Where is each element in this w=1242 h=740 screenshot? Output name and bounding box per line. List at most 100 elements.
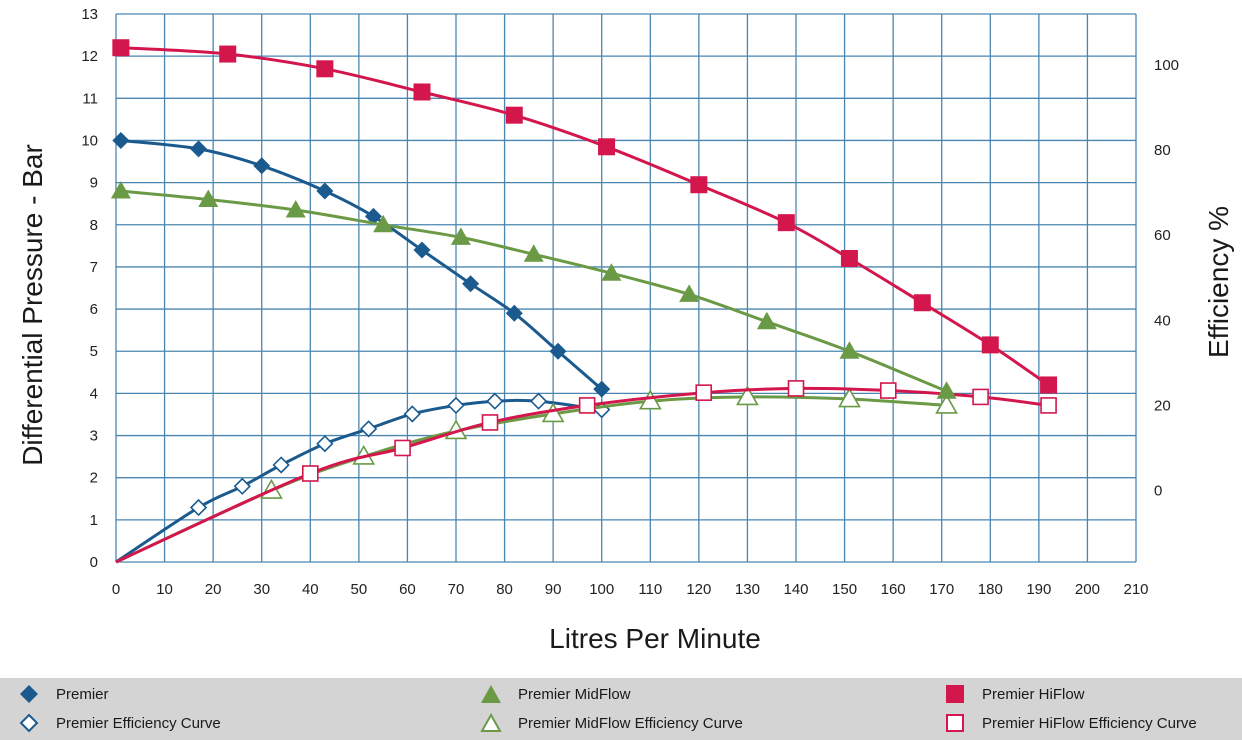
filled-diamond-icon bbox=[20, 685, 38, 703]
hollow-triangle-icon bbox=[480, 712, 502, 732]
hollow-square-marker-premier-hiflow-efficiency-curve bbox=[695, 384, 713, 401]
y-tick-label: 2 bbox=[90, 470, 98, 487]
filled-square-marker-premier-hiflow bbox=[413, 83, 431, 101]
filled-diamond-marker-premier bbox=[505, 304, 523, 322]
y-tick-label: 5 bbox=[90, 343, 98, 360]
series-line-premier-midflow bbox=[120, 189, 948, 393]
y2-tick-label: 20 bbox=[1154, 397, 1171, 414]
hollow-triangle-marker-premier-midflow-efficiency-curve bbox=[838, 387, 861, 408]
filled-square-marker-premier-hiflow bbox=[505, 106, 523, 124]
series-premier bbox=[112, 131, 611, 398]
legend-label: Premier bbox=[56, 685, 109, 703]
hollow-diamond-marker-premier-efficiency-curve bbox=[359, 420, 378, 438]
x-tick-label: 160 bbox=[881, 581, 906, 598]
legend: Premier Premier MidFlow Premier HiFlow P… bbox=[0, 678, 1242, 740]
x-axis-title: Litres Per Minute bbox=[549, 623, 761, 654]
x-tick-label: 70 bbox=[448, 581, 465, 598]
filled-triangle-marker-premier-midflow bbox=[110, 181, 131, 199]
hollow-diamond-marker-premier-efficiency-curve bbox=[272, 456, 290, 474]
chart: 0 10 20 30 40 50 60 70 80 90 100 110 120 130 140 150 160… bbox=[17, 6, 1234, 654]
filled-square-marker-premier-hiflow bbox=[840, 249, 858, 267]
y2-tick-label: 40 bbox=[1154, 312, 1171, 329]
y-tick-label: 0 bbox=[90, 554, 98, 571]
filled-diamond-marker-premier bbox=[253, 157, 271, 175]
y-tick-label: 1 bbox=[90, 512, 98, 529]
legend-item-premier-midflow-efficiency: Premier MidFlow Efficiency Curve bbox=[480, 711, 743, 735]
x-tick-label: 180 bbox=[978, 581, 1003, 598]
grid bbox=[115, 13, 1137, 563]
filled-diamond-marker-premier bbox=[364, 207, 382, 225]
legend-label: Premier Efficiency Curve bbox=[56, 714, 221, 732]
y2-tick-label: 80 bbox=[1154, 142, 1171, 159]
x-tick-labels: 0 10 20 30 40 50 60 70 80 90 100 110 120 130 140 150 160… bbox=[112, 581, 1149, 598]
filled-triangle-icon bbox=[481, 685, 501, 703]
legend-item-premier-hiflow: Premier HiFlow bbox=[944, 682, 1085, 706]
x-tick-label: 140 bbox=[783, 581, 808, 598]
x-tick-label: 30 bbox=[253, 581, 270, 598]
y-tick-label: 4 bbox=[90, 385, 98, 402]
legend-label: Premier MidFlow Efficiency Curve bbox=[518, 714, 743, 732]
x-tick-label: 40 bbox=[302, 581, 319, 598]
hollow-square-marker-premier-hiflow-efficiency-curve bbox=[394, 439, 411, 457]
filled-square-marker-premier-hiflow bbox=[777, 214, 795, 232]
hollow-square-marker-premier-hiflow-efficiency-curve bbox=[787, 380, 805, 397]
x-tick-label: 110 bbox=[638, 581, 662, 598]
y2-tick-label: 0 bbox=[1154, 483, 1162, 500]
hollow-square-marker-premier-hiflow-efficiency-curve bbox=[481, 414, 499, 431]
x-tick-label: 90 bbox=[545, 581, 562, 598]
hollow-diamond-marker-premier-efficiency-curve bbox=[529, 392, 548, 410]
y2-tick-label: 100 bbox=[1154, 57, 1179, 74]
filled-square-marker-premier-hiflow bbox=[316, 60, 334, 78]
x-tick-label: 60 bbox=[399, 581, 416, 598]
hollow-square-marker-premier-hiflow-efficiency-curve bbox=[879, 382, 897, 399]
legend-label: Premier HiFlow bbox=[982, 685, 1085, 703]
filled-diamond-marker-premier bbox=[112, 131, 130, 149]
filled-triangle-marker-premier-midflow bbox=[373, 214, 394, 233]
x-tick-label: 100 bbox=[589, 581, 614, 598]
filled-triangle-marker-premier-midflow bbox=[936, 381, 957, 399]
filled-square-icon bbox=[946, 685, 964, 703]
series-premier-efficiency-curve bbox=[115, 392, 611, 564]
hollow-square-marker-premier-hiflow-efficiency-curve bbox=[578, 397, 596, 414]
x-tick-label: 130 bbox=[735, 581, 760, 598]
series-premier-hiflow bbox=[112, 39, 1058, 394]
x-tick-label: 120 bbox=[686, 581, 711, 598]
y-axis-title: Differential Pressure - Bar bbox=[17, 144, 48, 466]
hollow-diamond-marker-premier-efficiency-curve bbox=[189, 498, 208, 517]
hollow-diamond-marker-premier-efficiency-curve bbox=[447, 396, 465, 415]
x-tick-label: 210 bbox=[1123, 581, 1148, 598]
filled-diamond-marker-premier bbox=[413, 241, 431, 259]
y2-axis-title: Efficiency % bbox=[1203, 206, 1234, 358]
filled-square-marker-premier-hiflow bbox=[981, 336, 999, 354]
y-tick-label: 11 bbox=[82, 90, 98, 107]
legend-item-premier-midflow: Premier MidFlow bbox=[480, 682, 631, 706]
filled-square-marker-premier-hiflow bbox=[913, 294, 931, 312]
filled-square-marker-premier-hiflow bbox=[112, 39, 130, 57]
hollow-triangle-marker-premier-midflow-efficiency-curve bbox=[935, 393, 958, 414]
x-tick-label: 200 bbox=[1075, 581, 1100, 598]
legend-item-premier-efficiency: Premier Efficiency Curve bbox=[18, 711, 221, 735]
y-tick-label: 12 bbox=[81, 48, 98, 65]
y-tick-label: 6 bbox=[90, 301, 98, 318]
legend-label: Premier MidFlow bbox=[518, 685, 631, 703]
filled-square-marker-premier-hiflow bbox=[219, 45, 237, 63]
y2-tick-labels: 0 20 40 60 80 100 bbox=[1154, 57, 1179, 499]
series-line-premier-hiflow-efficiency-curve bbox=[115, 386, 1049, 564]
filled-triangle-marker-premier-midflow bbox=[756, 311, 777, 330]
filled-diamond-marker-premier bbox=[462, 275, 480, 293]
filled-triangle-marker-premier-midflow bbox=[450, 227, 471, 245]
filled-diamond-marker-premier bbox=[316, 182, 334, 200]
legend-label: Premier HiFlow Efficiency Curve bbox=[982, 714, 1197, 732]
legend-item-premier: Premier bbox=[18, 682, 109, 706]
filled-triangle-marker-premier-midflow bbox=[285, 200, 306, 218]
y-tick-label: 3 bbox=[90, 428, 98, 445]
hollow-diamond-marker-premier-efficiency-curve bbox=[486, 392, 504, 410]
filled-triangle-marker-premier-midflow bbox=[679, 284, 700, 302]
hollow-square-marker-premier-hiflow-efficiency-curve bbox=[972, 388, 989, 406]
filled-square-marker-premier-hiflow bbox=[690, 176, 708, 194]
hollow-diamond-marker-premier-efficiency-curve bbox=[233, 477, 251, 495]
hollow-triangle-marker-premier-midflow-efficiency-curve bbox=[736, 385, 759, 406]
filled-diamond-marker-premier bbox=[549, 342, 567, 360]
filled-diamond-marker-premier bbox=[593, 380, 611, 398]
hollow-diamond-icon bbox=[19, 713, 39, 733]
